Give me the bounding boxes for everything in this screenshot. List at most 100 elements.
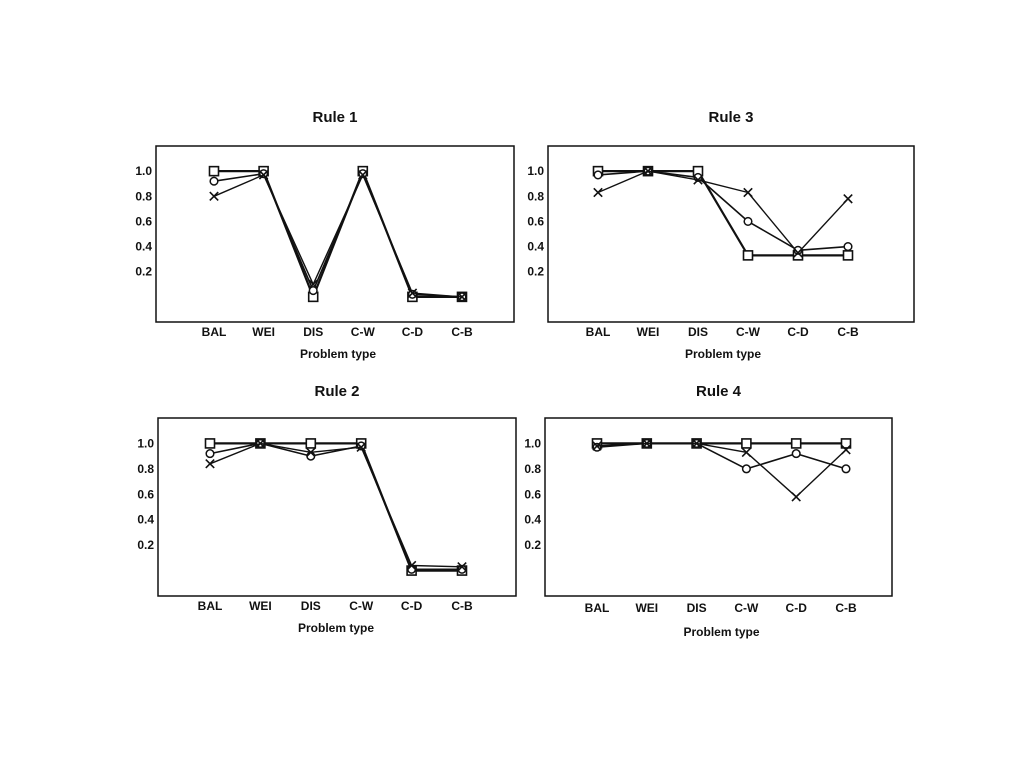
x-tick-label: BAL [202,325,227,339]
data-point-circle [209,176,219,186]
data-point-circle [205,449,215,459]
data-point-circle [358,169,368,179]
x-tick-label: C-D [402,325,424,339]
y-tick-label: 0.8 [527,189,544,203]
series-line-square [598,170,848,257]
data-point-cross [457,292,467,302]
y-tick-label: 0.8 [524,462,541,476]
panel-title: Rule 3 [708,109,753,126]
data-point-cross [791,492,801,502]
data-point-square [305,438,317,449]
x-tick-label: C-B [835,601,857,615]
panel-4: Rule 4 1.0 0.8 0.6 0.4 0.2 BAL WEI DIS C-W C-D C-B P… [524,383,893,639]
data-point-cross [743,187,753,198]
x-tick-label: C-B [837,325,859,339]
y-tick-label: 0.4 [137,513,154,527]
x-tick-label: BAL [198,599,223,613]
y-tick-label: 0.6 [527,214,544,228]
data-point-cross [793,248,803,258]
x-axis-label: Problem type [683,625,759,639]
y-tick-label: 0.4 [527,240,544,254]
panel-1: Rule 1 1.0 0.8 0.6 0.4 0.2 BAL WEI DIS C-W C-D C-B P… [135,109,515,361]
data-point-cross [691,438,702,449]
data-point-cross [358,170,368,180]
data-point-cross [306,447,316,458]
panel-title: Rule 1 [312,109,357,126]
data-point-square [790,438,802,449]
plot-frame [157,417,517,597]
panel-2: Rule 3 1.0 0.8 0.6 0.4 0.2 BAL WEI DIS C-W C-D C-B P… [527,109,915,361]
data-point-cross [457,561,467,572]
data-point-circle [306,451,316,461]
panel-title: Rule 4 [696,383,742,400]
x-tick-label: WEI [252,325,275,339]
data-point-square [842,250,854,261]
series-line-cross [213,174,463,298]
plot-frame [547,145,915,323]
data-point-circle [793,245,803,255]
y-tick-label: 0.8 [135,189,152,203]
data-point-circle [592,442,602,452]
data-point-circle [407,564,417,574]
data-point-cross [843,194,853,204]
series-line-cross [597,170,849,254]
data-point-cross [209,191,219,202]
data-point-square [204,438,216,449]
x-tick-label: C-D [401,599,423,613]
data-point-cross [592,441,602,451]
data-point-circle [593,170,603,180]
series-line-cross [596,442,847,498]
series-line-circle [213,172,463,298]
x-axis-label: Problem type [298,621,374,635]
y-tick-label: 0.2 [527,265,544,279]
plot-frame [155,145,515,323]
x-tick-label: DIS [687,601,707,615]
plot-frame [544,417,893,597]
data-point-cross [205,459,215,469]
y-tick-label: 0.2 [524,538,541,552]
x-tick-label: C-W [734,601,759,615]
y-tick-label: 0.6 [135,214,152,228]
series-line-circle [209,442,462,571]
data-point-cross [406,560,417,571]
x-tick-label: C-W [351,325,376,339]
data-point-square [742,250,754,261]
x-tick-label: DIS [301,599,321,613]
data-point-square [840,438,852,449]
y-tick-label: 0.2 [137,538,154,552]
x-tick-label: C-B [451,599,473,613]
x-axis-label: Problem type [300,347,376,361]
x-tick-label: C-D [787,325,809,339]
data-point-cross [841,445,851,455]
y-tick-label: 1.0 [527,164,544,178]
series-line-circle [597,170,849,252]
x-tick-label: BAL [585,601,610,615]
panel-title: Rule 2 [314,383,359,400]
data-point-cross [741,447,752,458]
series-line-cross [209,442,463,568]
data-point-circle [743,216,753,226]
data-point-square [741,438,752,449]
x-tick-label: DIS [303,325,323,339]
data-point-circle [407,289,417,299]
data-point-circle [791,449,801,459]
x-tick-label: WEI [249,599,272,613]
y-tick-label: 0.4 [524,513,541,527]
data-point-cross [407,288,418,298]
data-point-circle [843,242,853,252]
x-axis-label: Problem type [685,347,761,361]
y-tick-label: 1.0 [135,164,152,178]
x-tick-label: C-B [451,325,473,339]
panel-3: Rule 2 1.0 0.8 0.6 0.4 0.2 BAL WEI DIS C-W C-D C-B P… [137,383,517,635]
data-point-cross [693,175,703,185]
y-tick-label: 0.6 [137,487,154,501]
data-point-cross [258,170,269,180]
data-point-square [208,165,220,177]
y-tick-label: 0.6 [524,487,541,501]
data-point-cross [356,442,366,453]
x-tick-label: C-W [349,599,374,613]
data-point-cross [308,279,318,290]
data-point-cross [642,438,652,449]
